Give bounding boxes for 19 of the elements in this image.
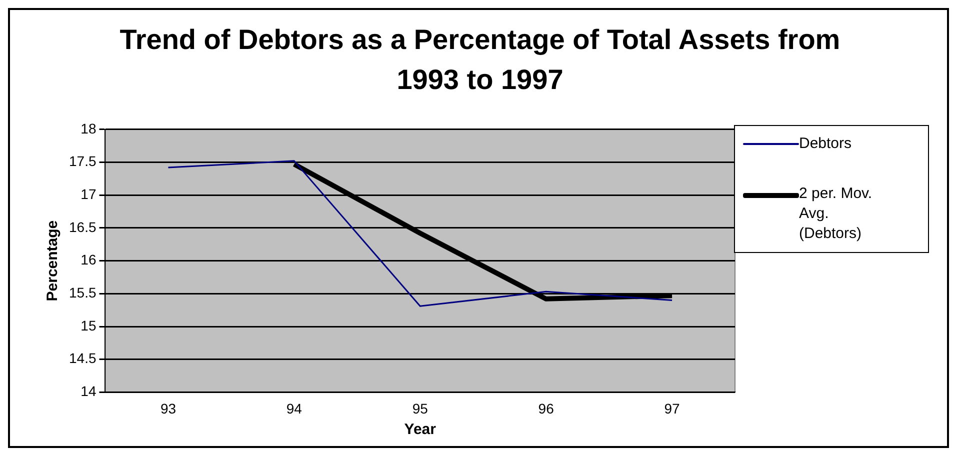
y-tick-label: 16.5 (69, 218, 96, 235)
y-tick-label: 17.5 (69, 153, 96, 170)
x-tick-label: 93 (160, 400, 176, 416)
x-tick-label: 94 (286, 400, 302, 416)
legend-label: 2 per. Mov. Avg. (Debtors) (799, 184, 874, 244)
y-axis-title: Percentage (44, 220, 62, 302)
y-tick-label: 14.5 (69, 350, 96, 366)
y-tick-label: 16 (80, 252, 96, 268)
x-tick-label: 96 (538, 400, 554, 416)
x-tick-label: 97 (664, 400, 680, 416)
chart-title: Trend of Debtors as a Percentage of Total Assets from 1993 to 1997 (118, 23, 842, 97)
y-tick-label: 15 (80, 317, 96, 334)
y-tick-label: 18 (80, 120, 96, 136)
y-tick-label: 14 (80, 383, 96, 400)
y-tick-label: 15.5 (69, 284, 96, 301)
y-tick-label: 17 (80, 186, 96, 202)
legend-label: Debtors (799, 134, 853, 154)
x-tick-label: 95 (412, 400, 428, 416)
x-axis-title: Year (404, 421, 436, 438)
